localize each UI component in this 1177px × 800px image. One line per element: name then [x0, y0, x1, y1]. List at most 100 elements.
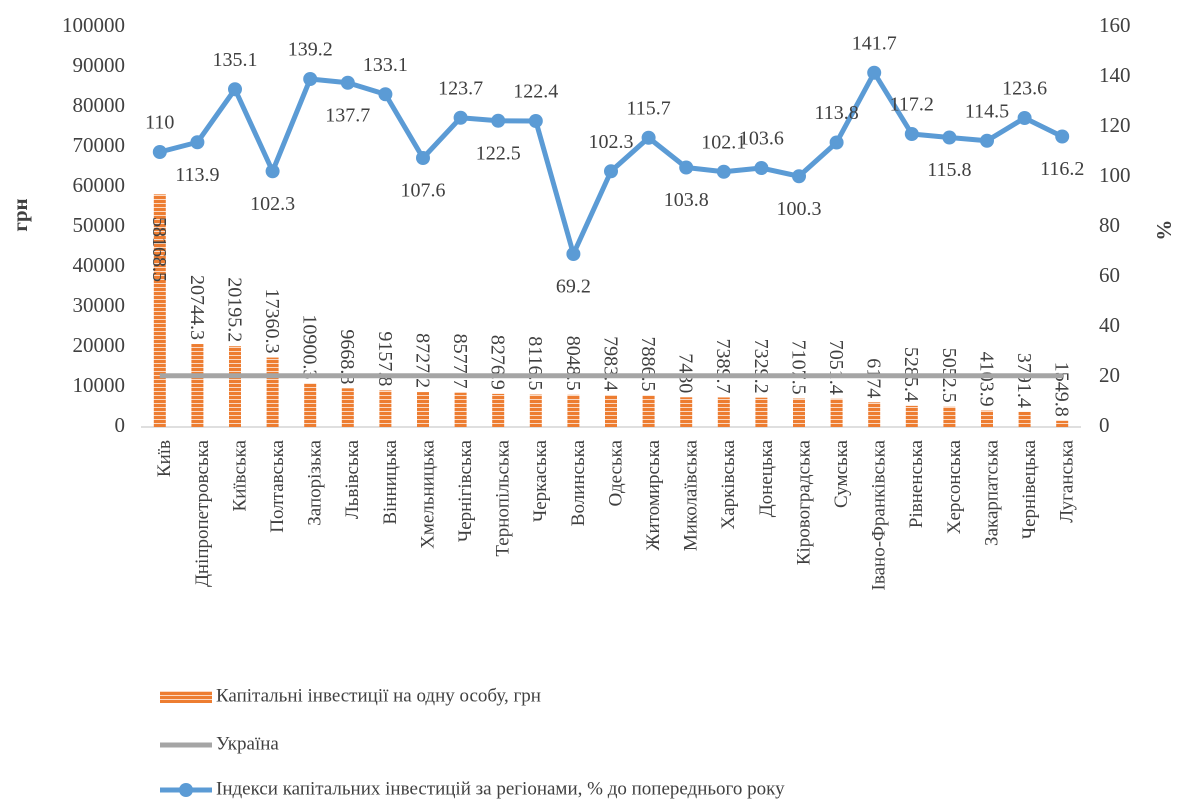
data-label: 102.3 — [589, 131, 634, 153]
marker — [679, 160, 694, 175]
bar — [229, 346, 241, 427]
x-tick-label: Дніпропетровська — [192, 439, 213, 587]
y2-tick-label: 80 — [1099, 213, 1120, 237]
data-label: 1549.8 — [1051, 362, 1073, 417]
marker — [904, 127, 919, 141]
bar — [1056, 420, 1069, 427]
data-label: 8116.5 — [524, 336, 546, 390]
data-label: 100.3 — [777, 198, 822, 220]
data-label: 123.7 — [438, 77, 483, 99]
x-tick-label: Чернівецька — [1019, 439, 1040, 539]
bar — [529, 394, 542, 427]
legend-label: Капітальні інвестиції на одну особу, грн — [216, 685, 541, 706]
data-label: 102.3 — [250, 193, 295, 215]
data-label: 7329.2 — [750, 339, 772, 394]
data-label: 135.1 — [213, 49, 258, 71]
marker — [829, 135, 844, 150]
y2-tick-label: 160 — [1099, 13, 1131, 37]
bar — [943, 406, 956, 427]
x-tick-label: Вінницька — [380, 439, 401, 524]
data-label: 7051.4 — [825, 340, 847, 395]
x-tick-label: Івано-Франківська — [869, 439, 890, 590]
y-tick-label: 30000 — [73, 293, 126, 317]
x-tick-label: Сумська — [831, 439, 852, 508]
y2-tick-label: 40 — [1099, 313, 1120, 337]
data-label: 123.6 — [1002, 78, 1047, 100]
data-label: 122.5 — [476, 142, 521, 164]
x-tick-label: Херсонська — [944, 439, 965, 534]
y-tick-label: 100000 — [62, 13, 125, 37]
marker — [754, 161, 769, 175]
y2-tick-label: 20 — [1099, 363, 1120, 387]
x-tick-label: Київська — [229, 439, 250, 511]
bar — [830, 398, 843, 427]
data-label: 7430 — [675, 353, 697, 393]
y-tick-label: 20000 — [73, 333, 126, 357]
data-label: 20744.3 — [186, 275, 208, 340]
data-label: 8727.2 — [411, 333, 433, 388]
data-label: 20195.2 — [223, 277, 245, 342]
data-label: 9668.8 — [336, 329, 358, 384]
y-tick-label: 10000 — [73, 373, 126, 397]
marker — [942, 130, 957, 145]
y2-tick-label: 120 — [1099, 113, 1131, 137]
marker — [340, 75, 355, 90]
data-label: 107.6 — [401, 180, 446, 202]
bar — [793, 398, 805, 427]
data-label: 8577.7 — [449, 334, 471, 389]
marker — [716, 164, 731, 179]
data-label: 7886.5 — [637, 336, 659, 391]
bar — [755, 397, 768, 427]
bar — [680, 397, 693, 427]
data-label: 103.6 — [739, 128, 784, 150]
bar — [1018, 411, 1031, 427]
data-label: 110 — [145, 112, 174, 134]
y2-tick-label: 100 — [1099, 163, 1131, 187]
marker — [1017, 111, 1032, 125]
bar — [492, 393, 505, 427]
legend-label: Індекси капітальних інвестицій за регіон… — [216, 778, 785, 799]
bar — [417, 392, 429, 427]
data-label: 10900.3 — [299, 314, 321, 379]
data-label: 9157.8 — [374, 331, 396, 386]
data-label: 103.8 — [664, 189, 709, 211]
marker — [453, 110, 468, 125]
y-tick-label: 80000 — [73, 93, 126, 117]
marker — [491, 113, 506, 128]
bar — [191, 344, 204, 427]
y-tick-label: 60000 — [73, 173, 126, 197]
x-tick-label: Миколаївська — [681, 439, 702, 551]
bar — [981, 410, 993, 427]
x-tick-label: Рівненська — [906, 439, 927, 528]
marker — [190, 135, 205, 150]
x-tick-label: Закарпатська — [981, 439, 1002, 546]
x-tick-label: Запорізька — [305, 439, 326, 525]
data-label: 17360.3 — [261, 289, 283, 354]
y2-tick-label: 140 — [1099, 63, 1131, 87]
x-tick-label: Луганська — [1057, 439, 1078, 522]
data-label: 8048.5 — [562, 336, 584, 391]
data-label: 115.8 — [927, 159, 971, 181]
bar — [642, 395, 655, 427]
x-tick-label: Черкаська — [530, 439, 551, 522]
bar — [379, 390, 392, 427]
legend-marker — [179, 783, 193, 797]
marker — [228, 82, 242, 97]
marker — [1055, 129, 1070, 144]
bar — [567, 394, 580, 427]
x-tick-label: Одеська — [605, 439, 626, 506]
bar — [717, 397, 730, 427]
x-tick-label: Київ — [154, 440, 175, 477]
data-label: 116.2 — [1040, 158, 1084, 180]
marker — [604, 164, 618, 179]
y-tick-label: 50000 — [73, 213, 126, 237]
data-label: 141.7 — [852, 32, 897, 54]
x-tick-label: Хмельницька — [417, 439, 438, 548]
data-label: 6174 — [863, 358, 885, 398]
data-label: 117.2 — [890, 94, 934, 116]
marker — [152, 145, 167, 159]
data-label: 122.4 — [513, 81, 558, 103]
data-label: 3791.4 — [1013, 353, 1035, 408]
data-label: 115.7 — [626, 97, 670, 119]
